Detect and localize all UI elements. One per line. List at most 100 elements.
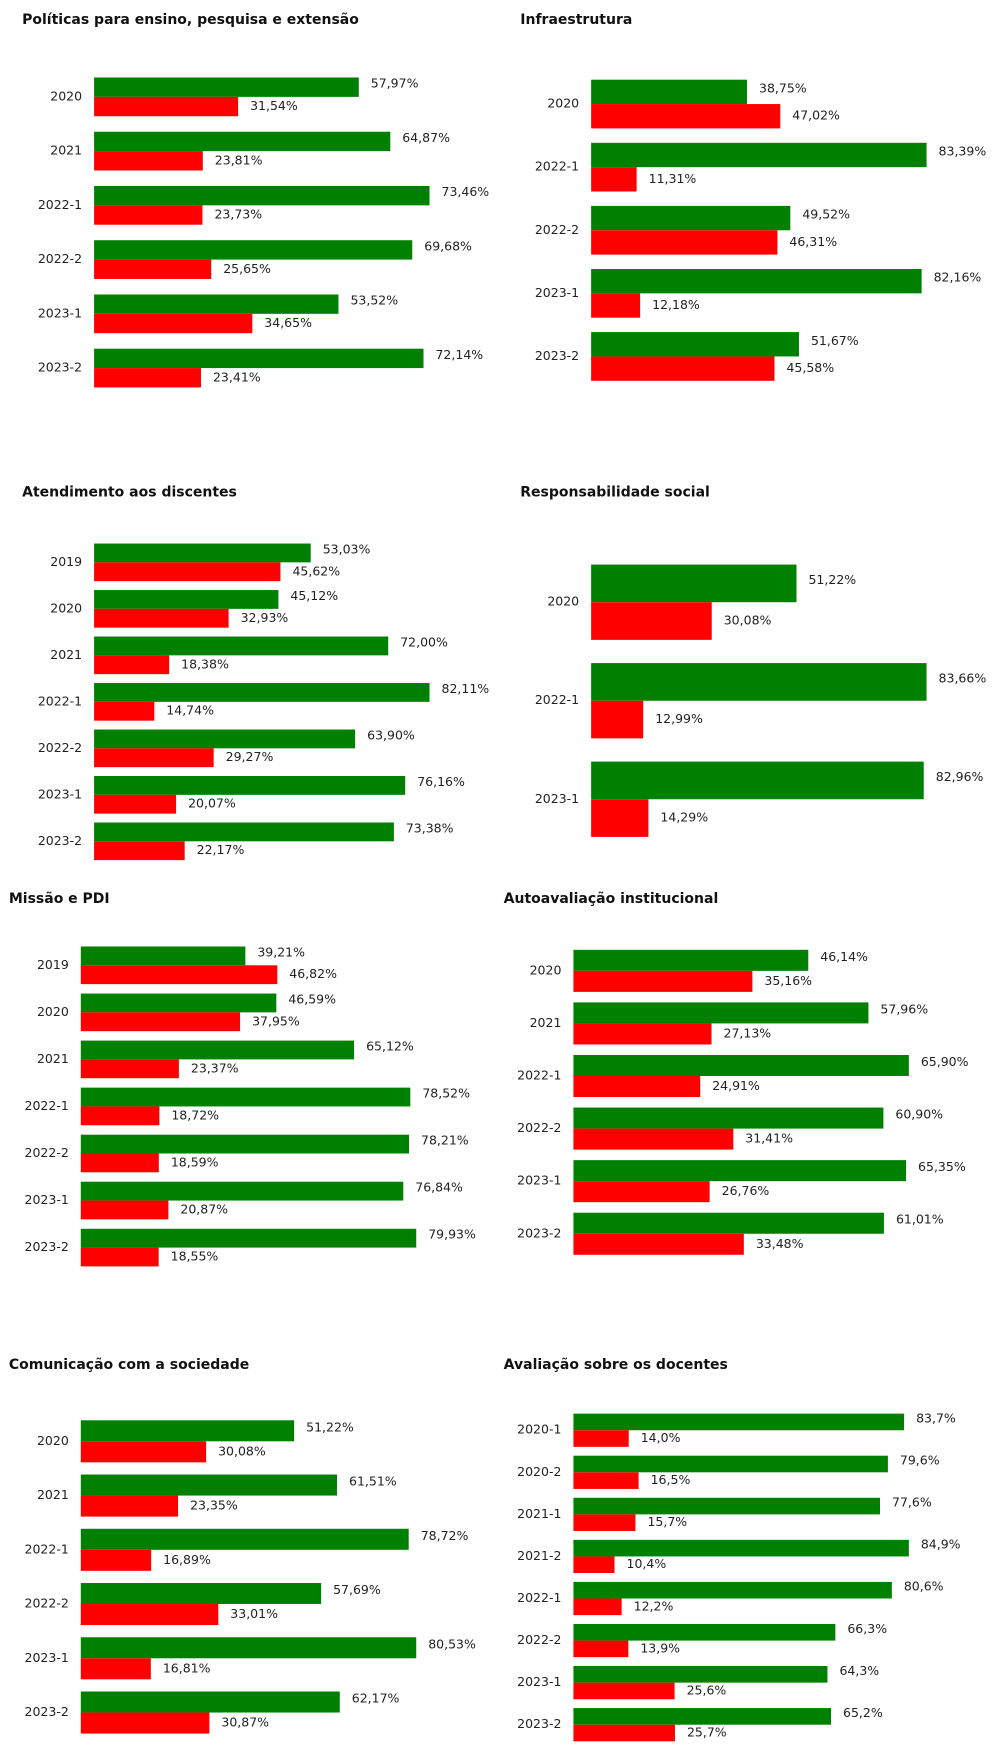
value-label: 73,46% <box>442 184 490 199</box>
category-label: 2021-2 <box>517 1548 561 1563</box>
value-label: 65,35% <box>918 1159 966 1174</box>
bar <box>80 1441 207 1463</box>
bar <box>573 1623 836 1641</box>
value-label: 18,55% <box>171 1248 219 1263</box>
bar <box>573 1076 701 1098</box>
value-label: 14,74% <box>166 703 214 718</box>
value-label: 23,81% <box>215 152 263 167</box>
bar <box>94 205 203 225</box>
bar <box>80 1040 355 1060</box>
value-label: 47,02% <box>792 108 840 123</box>
category-label: 2021 <box>530 1015 562 1030</box>
bar <box>80 1583 322 1605</box>
value-label: 78,52% <box>422 1086 470 1101</box>
bar <box>94 294 339 314</box>
value-label: 62,17% <box>352 1691 400 1706</box>
value-label: 16,81% <box>163 1660 211 1675</box>
bar <box>573 1598 622 1616</box>
category-label: 2023-2 <box>25 1704 69 1719</box>
bar <box>591 167 637 192</box>
value-label: 46,14% <box>820 949 868 964</box>
bar <box>94 636 389 656</box>
bar <box>80 1134 410 1154</box>
bar <box>591 761 924 800</box>
value-label: 16,5% <box>651 1472 691 1487</box>
bar <box>573 1682 675 1700</box>
value-label: 23,73% <box>214 207 262 222</box>
category-label: 2020 <box>37 1004 69 1019</box>
category-label: 2022-1 <box>25 1541 69 1556</box>
bar <box>80 1495 179 1517</box>
bar <box>591 356 775 381</box>
chart-title: Comunicação com a sociedade <box>9 1357 249 1373</box>
value-label: 30,08% <box>218 1443 266 1458</box>
bar <box>94 729 356 749</box>
value-label: 23,37% <box>191 1060 239 1075</box>
bar <box>94 841 185 861</box>
value-label: 78,21% <box>421 1133 469 1148</box>
value-label: 18,38% <box>181 656 229 671</box>
value-label: 82,11% <box>442 681 490 696</box>
chart-title: Autoavaliação institucional <box>504 891 719 907</box>
category-label: 2023-1 <box>25 1650 69 1665</box>
value-label: 23,35% <box>190 1498 238 1513</box>
value-label: 83,7% <box>916 1410 956 1425</box>
value-label: 78,72% <box>421 1528 469 1543</box>
category-label: 2020 <box>547 594 579 609</box>
bar <box>591 104 781 129</box>
value-label: 33,01% <box>230 1606 278 1621</box>
bar <box>94 96 239 117</box>
value-label: 57,97% <box>371 76 419 91</box>
bar <box>573 1430 629 1447</box>
bar <box>94 131 391 152</box>
category-label: 2023-2 <box>25 1239 69 1254</box>
chart-title: Políticas para ensino, pesquisa e extens… <box>22 12 359 28</box>
bar <box>80 1712 210 1734</box>
bar <box>573 1497 881 1515</box>
category-label: 2023-2 <box>535 348 579 363</box>
bar <box>573 1708 832 1725</box>
bar <box>94 590 279 609</box>
category-label: 2023-1 <box>25 1192 69 1207</box>
value-label: 79,93% <box>428 1227 476 1242</box>
value-label: 13,9% <box>640 1640 680 1655</box>
value-label: 83,39% <box>939 143 987 158</box>
bar <box>591 332 799 357</box>
bar <box>94 655 170 675</box>
category-label: 2023-1 <box>535 285 579 300</box>
value-label: 65,90% <box>921 1054 969 1069</box>
bar <box>591 663 927 701</box>
value-label: 80,53% <box>428 1636 476 1651</box>
bar <box>573 1666 828 1683</box>
value-label: 12,2% <box>634 1598 674 1613</box>
category-label: 2021 <box>50 647 82 662</box>
bar <box>94 822 394 842</box>
category-label: 2020 <box>50 88 82 103</box>
bar <box>80 993 277 1013</box>
value-label: 82,96% <box>936 769 984 784</box>
bar <box>573 1002 869 1024</box>
value-label: 82,16% <box>934 270 982 285</box>
value-label: 35,16% <box>764 973 812 988</box>
value-label: 29,27% <box>226 749 274 764</box>
value-label: 32,93% <box>241 610 289 625</box>
value-label: 53,52% <box>350 293 398 308</box>
bar <box>591 205 791 231</box>
value-label: 45,62% <box>292 563 340 578</box>
category-label: 2022-2 <box>25 1596 69 1611</box>
bar <box>94 313 253 334</box>
category-label: 2019 <box>50 554 82 569</box>
bar <box>94 562 281 582</box>
category-label: 2022-1 <box>517 1068 561 1083</box>
value-label: 66,3% <box>847 1621 887 1636</box>
value-label: 76,84% <box>415 1180 463 1195</box>
category-label: 2020-1 <box>517 1422 561 1437</box>
value-label: 25,65% <box>223 261 271 276</box>
value-label: 30,08% <box>724 613 772 628</box>
category-label: 2022-1 <box>535 159 579 174</box>
value-label: 20,87% <box>180 1201 228 1216</box>
category-label: 2021 <box>37 1487 69 1502</box>
value-label: 46,59% <box>288 991 336 1006</box>
value-label: 18,72% <box>171 1107 219 1122</box>
